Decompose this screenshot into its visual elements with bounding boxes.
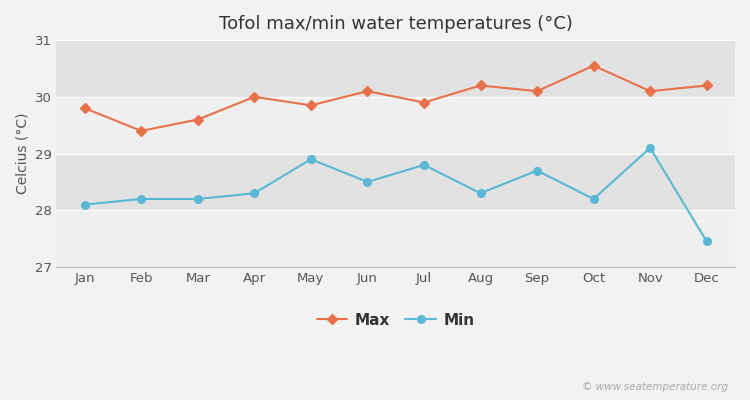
Max: [363, 89, 372, 94]
Bar: [56, 210, 735, 267]
Min: [194, 196, 202, 201]
Max: [646, 89, 655, 94]
Min: [307, 157, 316, 162]
Max: [590, 63, 598, 68]
Max: [702, 83, 711, 88]
Legend: Max, Min: Max, Min: [310, 306, 481, 334]
Min: [702, 239, 711, 244]
Max: [476, 83, 485, 88]
Title: Tofol max/min water temperatures (°C): Tofol max/min water temperatures (°C): [219, 15, 573, 33]
Bar: [56, 154, 735, 210]
Min: [476, 191, 485, 196]
Min: [532, 168, 542, 173]
Max: [194, 117, 202, 122]
Min: [363, 180, 372, 184]
Min: [419, 162, 428, 167]
Text: © www.seatemperature.org: © www.seatemperature.org: [581, 382, 728, 392]
Min: [136, 196, 146, 201]
Min: [80, 202, 89, 207]
Min: [646, 146, 655, 150]
Max: [307, 103, 316, 108]
Min: [250, 191, 259, 196]
Max: [532, 89, 542, 94]
Min: [590, 196, 598, 201]
Max: [419, 100, 428, 105]
Y-axis label: Celcius (°C): Celcius (°C): [15, 113, 29, 194]
Max: [136, 128, 146, 133]
Line: Max: Max: [81, 62, 710, 134]
Bar: [56, 40, 735, 97]
Bar: [56, 97, 735, 154]
Line: Min: Min: [81, 144, 710, 245]
Max: [250, 94, 259, 99]
Max: [80, 106, 89, 110]
